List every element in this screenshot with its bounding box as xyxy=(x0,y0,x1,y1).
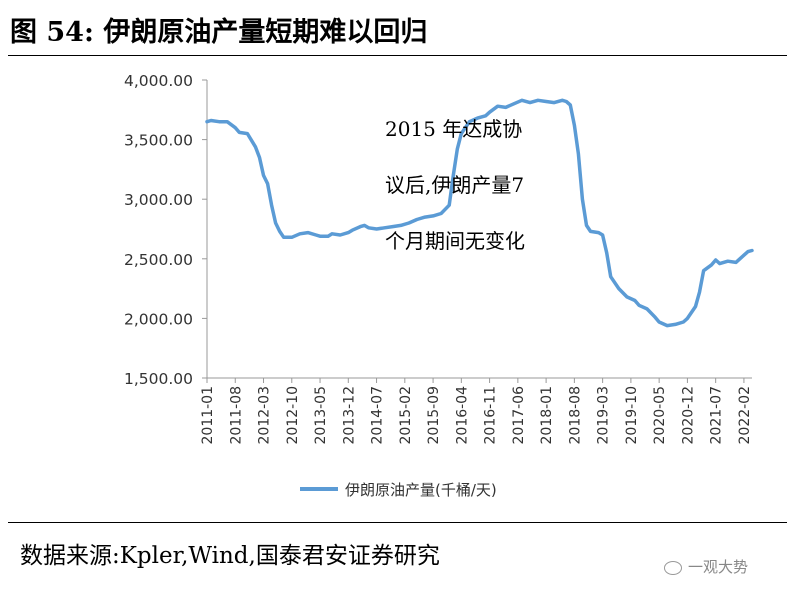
x-tick-label: 2018-08 xyxy=(567,386,583,445)
y-tick-label: 3,000.00 xyxy=(124,191,193,209)
source-note: 数据来源:Kpler,Wind,国泰君安证券研究 xyxy=(20,543,440,569)
y-tick-label: 2,500.00 xyxy=(124,251,193,269)
y-tick-label: 3,500.00 xyxy=(124,132,193,150)
x-tick-label: 2021-07 xyxy=(709,386,725,445)
y-tick-label: 4,000.00 xyxy=(124,72,193,90)
series-group xyxy=(205,98,754,328)
x-tick-label: 2019-10 xyxy=(624,386,640,445)
y-tick-label: 1,500.00 xyxy=(124,370,193,388)
x-tick-label: 2017-06 xyxy=(511,386,527,445)
watermark-text: 一观大势 xyxy=(688,558,749,576)
x-tick-label: 2015-02 xyxy=(398,386,414,445)
y-axis: 1,500.00 2,000.00 2,500.00 3,000.00 3,500.00… xyxy=(124,72,208,388)
x-tick-label: 2013-05 xyxy=(313,386,329,445)
page-title: 图 54: 伊朗原油产量短期难以回归 xyxy=(10,17,428,48)
x-tick-label: 2016-04 xyxy=(454,386,470,445)
x-tick-label: 2012-03 xyxy=(257,386,273,445)
line-chart: 1,500.00 2,000.00 2,500.00 3,000.00 3,500.00… xyxy=(124,72,754,499)
x-tick-label: 2018-01 xyxy=(539,386,555,445)
watermark: 一观大势 xyxy=(664,556,748,577)
x-tick-label: 2016-11 xyxy=(483,386,499,445)
title-divider xyxy=(8,55,787,56)
x-tick-label: 2012-10 xyxy=(285,386,301,445)
x-axis: 2011-01 2011-08 2012-03 2012-10 2013-05 2013-… xyxy=(200,377,753,445)
x-tick-label: 2013-12 xyxy=(341,386,357,445)
annotation-line: 2015 年达成协 xyxy=(385,117,522,141)
wechat-icon xyxy=(664,560,682,575)
x-tick-label: 2020-12 xyxy=(680,386,696,445)
x-tick-label: 2011-01 xyxy=(200,386,216,445)
footer-divider xyxy=(8,522,787,523)
x-tick-label: 2015-09 xyxy=(426,386,442,445)
x-tick-label: 2019-03 xyxy=(596,386,612,445)
x-tick-label: 2022-02 xyxy=(737,386,753,445)
y-tick-label: 2,000.00 xyxy=(124,310,193,328)
x-tick-label: 2011-08 xyxy=(228,386,244,445)
legend: 伊朗原油产量(千桶/天) xyxy=(300,481,497,499)
x-tick-label: 2014-07 xyxy=(370,386,386,445)
legend-label: 伊朗原油产量(千桶/天) xyxy=(345,481,497,499)
x-tick-label: 2020-05 xyxy=(652,386,668,445)
annotation-line: 议后,伊朗产量7 xyxy=(385,173,524,197)
annotation-line: 个月期间无变化 xyxy=(385,229,525,253)
series-line xyxy=(205,98,754,328)
